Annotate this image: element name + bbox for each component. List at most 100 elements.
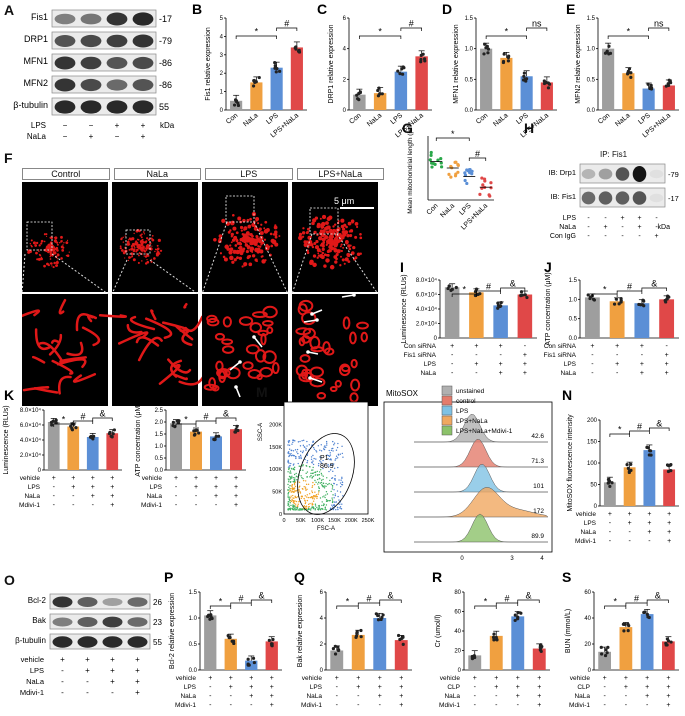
data-point (645, 445, 649, 449)
y-axis-label: ATP concentration (μM) (135, 403, 142, 476)
cond-value: + (603, 224, 607, 231)
mito-dot (231, 260, 235, 264)
sig-bracket (629, 430, 650, 434)
event-dot (333, 444, 335, 446)
bar-4 (659, 299, 675, 338)
arrow-head (252, 335, 256, 339)
cond-label: LPS (150, 484, 163, 491)
y-axis-label: Luminescence (RLUs) (401, 274, 408, 343)
cond-label: NaLa (420, 370, 436, 377)
event-dot (321, 474, 323, 476)
mito-fragment (203, 383, 218, 391)
event-dot (311, 477, 313, 479)
mito-dot (329, 264, 335, 270)
mito-fragment (260, 332, 267, 346)
mito-dot (50, 236, 53, 240)
event-dot (327, 454, 330, 457)
bar-1 (330, 650, 344, 670)
cond-label: NaLa (24, 493, 40, 500)
chart-g: Mean mitochondrial length (μm) Con NaLa LPS… (407, 126, 494, 232)
mito-dot (333, 239, 336, 242)
blot-strip (49, 613, 151, 630)
data-point (439, 161, 443, 165)
mito-dot (312, 254, 317, 258)
cond-value: - (209, 693, 212, 700)
blot-band (77, 636, 98, 648)
data-point (539, 646, 543, 650)
cond-value: + (615, 343, 619, 350)
mito-dot (330, 237, 333, 241)
mito-dot (252, 240, 257, 244)
event-dot (318, 471, 321, 473)
mito-tubule (117, 331, 149, 345)
y-tick-label: 1.0 (587, 47, 596, 53)
arrow-icon (341, 294, 355, 298)
sig-mark: * (346, 597, 350, 607)
cond-value: - (517, 702, 520, 709)
event-dot (305, 483, 308, 486)
cond-value: - (209, 684, 212, 691)
mito-dot (122, 241, 125, 243)
cond-label: LPS (424, 361, 437, 368)
mw-marker: 23 (153, 618, 162, 627)
bar-2 (67, 426, 80, 470)
blot-band (54, 56, 76, 70)
mito-dot (223, 257, 228, 262)
event-dot (287, 444, 289, 446)
data-point (401, 642, 405, 646)
event-dot (312, 454, 314, 457)
y-tick-label: 0 (588, 668, 592, 674)
data-point (629, 75, 633, 79)
histogram-3 (414, 463, 548, 493)
event-dot (299, 491, 301, 493)
mito-dot (133, 232, 135, 235)
histogram-5 (414, 513, 548, 543)
event-dot (337, 495, 339, 498)
arrow-head (352, 293, 356, 297)
mito-fragment (297, 303, 308, 316)
cond-label: Con siRNA (404, 343, 437, 350)
x-tick-label: 3 (510, 556, 514, 562)
mito-dot (54, 241, 57, 244)
mito-dot (156, 244, 159, 247)
cond-value: - (616, 370, 619, 377)
event-dot (301, 440, 303, 442)
event-dot (301, 508, 304, 510)
y-tick-label: 6 (320, 590, 324, 596)
event-dot (332, 440, 334, 443)
cond-label: NaLa (580, 529, 596, 536)
event-dot (295, 506, 297, 509)
data-point (197, 431, 201, 435)
event-dot (313, 495, 315, 497)
event-dot (312, 506, 315, 509)
event-dot (300, 450, 302, 453)
blot-band (106, 79, 128, 91)
sig-bracket (592, 293, 618, 297)
flow-histogram: MitoSOX42.671.310117289.9unstainedcontro… (383, 385, 553, 562)
cond-value: - (451, 370, 454, 377)
data-point (521, 78, 526, 82)
mito-dot (316, 233, 319, 237)
cond-value: + (234, 493, 238, 500)
event-dot (298, 509, 301, 511)
mfi-value: 71.3 (531, 458, 544, 465)
event-dot (293, 481, 295, 483)
mito-dot (350, 219, 355, 223)
data-point (605, 651, 609, 655)
data-point (499, 301, 503, 305)
blot-band (132, 79, 154, 91)
mito-fragment (271, 361, 280, 375)
data-point (626, 629, 630, 633)
event-dot (306, 460, 309, 462)
event-dot (317, 474, 319, 477)
event-dot (295, 490, 298, 492)
event-dot (292, 468, 295, 471)
cond-value: + (665, 370, 669, 377)
data-point (483, 42, 487, 46)
event-dot (287, 504, 289, 506)
y-axis-label: MFN1 relative expression (453, 24, 460, 103)
event-dot (292, 441, 294, 444)
event-dot (314, 509, 316, 511)
event-dot (329, 464, 332, 466)
cond-value: + (667, 520, 671, 527)
